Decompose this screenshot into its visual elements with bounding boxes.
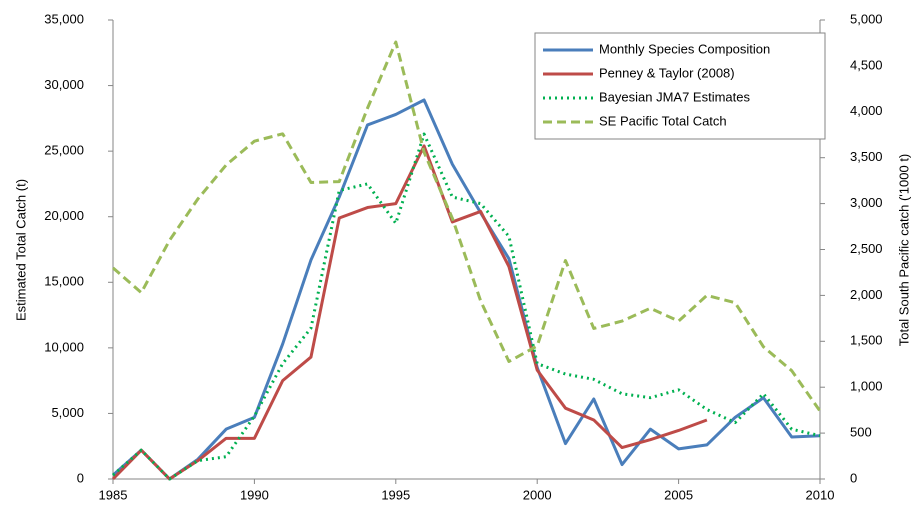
x-tick-label: 2010 [806, 487, 835, 502]
y-tick-label: 15,000 [44, 274, 84, 289]
y2-tick-label: 5,000 [850, 11, 883, 26]
y-tick-label: 0 [77, 470, 84, 485]
y-tick-label: 20,000 [44, 208, 84, 223]
y-axis-label: Estimated Total Catch (t) [13, 179, 28, 321]
y2-tick-label: 500 [850, 425, 872, 440]
y-tick-label: 30,000 [44, 77, 84, 92]
y2-tick-label: 3,500 [850, 149, 883, 164]
y-tick-label: 10,000 [44, 339, 84, 354]
y2-tick-label: 1,500 [850, 333, 883, 348]
x-tick-label: 2000 [523, 487, 552, 502]
y2-tick-label: 2,500 [850, 241, 883, 256]
x-tick-label: 2005 [664, 487, 693, 502]
y-tick-label: 25,000 [44, 143, 84, 158]
y2-tick-label: 3,000 [850, 195, 883, 210]
series-line [112, 98, 821, 481]
legend-label: Penney & Taylor (2008) [599, 65, 735, 80]
y2-tick-label: 4,500 [850, 57, 883, 72]
y-tick-label: 5,000 [51, 405, 84, 420]
legend-label: Monthly Species Composition [599, 41, 770, 56]
legend-label: SE Pacific Total Catch [599, 113, 727, 128]
x-tick-label: 1995 [381, 487, 410, 502]
y-tick-label: 35,000 [44, 11, 84, 26]
series-line [112, 40, 822, 412]
y2-tick-label: 4,000 [850, 103, 883, 118]
series-line [111, 144, 708, 481]
x-tick-label: 1990 [240, 487, 269, 502]
legend-label: Bayesian JMA7 Estimates [599, 89, 751, 104]
y2-axis-label: Total South Pacific catch ('1000 t) [896, 154, 911, 347]
x-tick-label: 1985 [99, 487, 128, 502]
y2-tick-label: 0 [850, 470, 857, 485]
y2-tick-label: 2,000 [850, 287, 883, 302]
y2-tick-label: 1,000 [850, 379, 883, 394]
